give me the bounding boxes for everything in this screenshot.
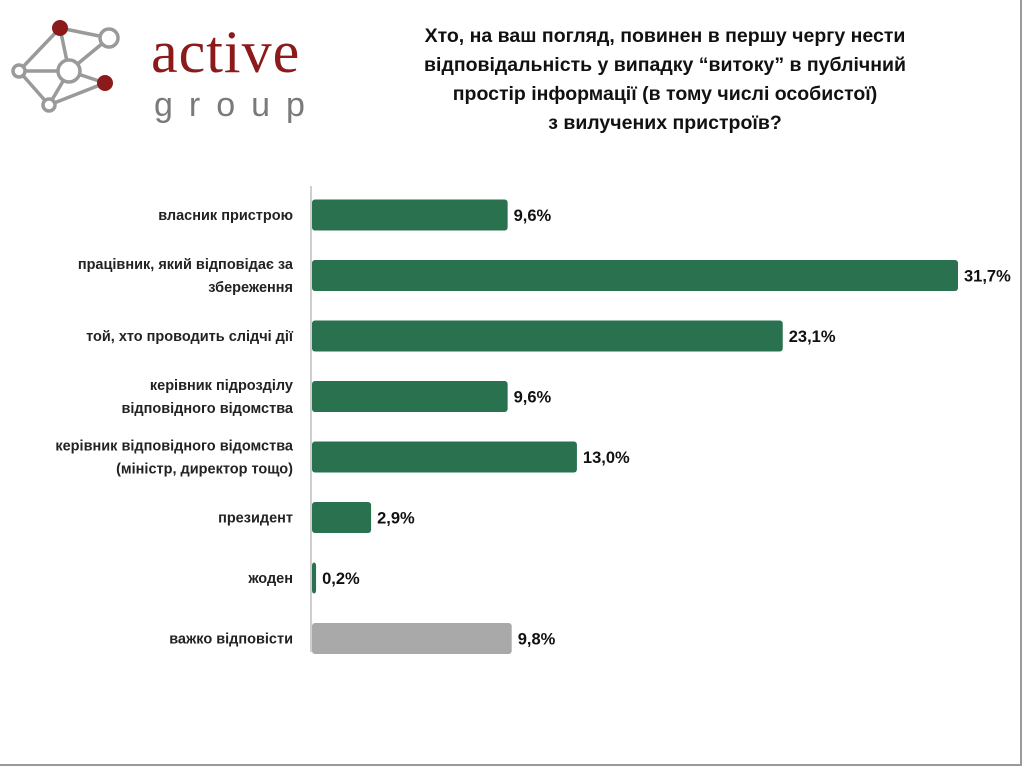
data-label: 0,2% — [322, 570, 360, 588]
bar — [312, 562, 317, 594]
category-label-line: важко відповісти — [169, 632, 293, 648]
chart-title-line: Хто, на ваш погляд, повинен в першу черг… — [424, 25, 906, 47]
logo-subtitle: group — [154, 86, 321, 124]
bar — [312, 441, 577, 473]
chart-title-line: простір інформації (в тому числі особист… — [452, 83, 878, 105]
bar — [312, 502, 372, 533]
data-label: 9,6% — [514, 389, 552, 407]
category-label: президент — [218, 511, 293, 527]
category-label: важко відповісти — [169, 632, 293, 648]
category-label-line: власник пристрою — [158, 208, 293, 224]
category-label: працівник, який відповідає за збереження — [78, 257, 294, 296]
data-label: 13,0% — [583, 449, 630, 467]
category-label: той, хто проводить слідчі дії — [86, 329, 294, 345]
category-label-line: керівник підрозділу — [150, 378, 293, 394]
category-label: керівник підрозділу відповідного відомств… — [121, 378, 293, 417]
category-label: керівник відповідного відомства (міністр,… — [55, 439, 294, 478]
category-label-line: той, хто проводить слідчі дії — [86, 329, 294, 345]
bar — [312, 260, 958, 291]
data-label: 31,7% — [964, 268, 1011, 286]
data-label: 2,9% — [377, 510, 415, 528]
chart-title-line: з вилучених пристроїв? — [548, 112, 782, 134]
category-label-line: збереження — [208, 280, 293, 296]
bar — [312, 199, 508, 231]
data-label: 9,8% — [518, 631, 556, 649]
logo-wordmark: active — [151, 19, 301, 85]
bar — [312, 623, 512, 654]
category-label: жоден — [247, 571, 293, 587]
chart-title-line: відповідальність у випадку “витоку” в пу… — [424, 54, 906, 76]
category-label: власник пристрою — [158, 208, 293, 224]
data-label: 9,6% — [514, 207, 552, 225]
category-label-line: відповідного відомства — [121, 401, 293, 417]
category-label-line: жоден — [247, 571, 293, 587]
chart-title: Хто, на ваш погляд, повинен в першу черг… — [375, 22, 955, 138]
network-logo-icon — [11, 20, 120, 113]
category-label-line: керівник відповідного відомства — [55, 439, 294, 455]
bar — [312, 381, 508, 412]
active-group-logo: active group — [8, 10, 338, 124]
bar — [312, 320, 783, 352]
category-label-line: працівник, який відповідає за — [78, 257, 294, 273]
category-label-line: президент — [218, 511, 293, 527]
category-label-line: (міністр, директор тощо) — [116, 462, 293, 478]
data-label: 23,1% — [789, 328, 836, 346]
